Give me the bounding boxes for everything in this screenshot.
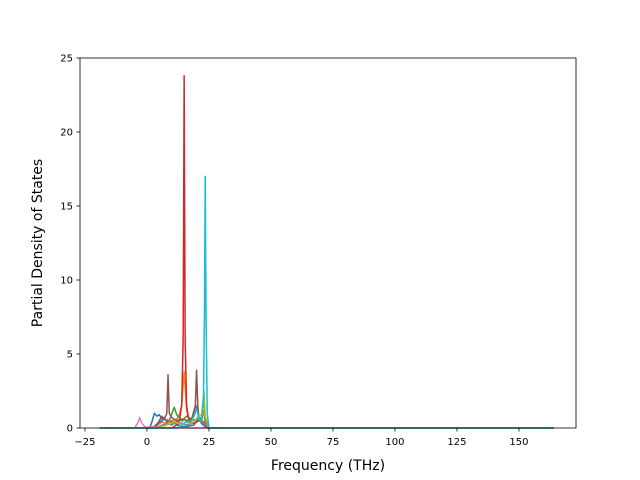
x-tick-label: 100 [385, 437, 404, 448]
plot-frame [79, 57, 577, 429]
y-tick-label: 15 [60, 202, 73, 213]
x-tick-label: −25 [74, 437, 95, 448]
y-tick-label: 10 [60, 276, 73, 287]
y-tick-label: 25 [60, 54, 73, 65]
series-layer [99, 75, 554, 429]
y-tick-label: 0 [67, 424, 73, 435]
y-axis-ticks: 0 5 10 15 20 25 [60, 54, 80, 435]
series-line-9 [99, 390, 554, 429]
x-axis-label: Frequency (THz) [271, 458, 385, 474]
x-tick-label: 75 [327, 437, 340, 448]
x-tick-label: 150 [509, 437, 528, 448]
x-tick-label: 50 [265, 437, 278, 448]
x-tick-label: 0 [144, 437, 150, 448]
y-tick-label: 5 [67, 350, 73, 361]
series-line-10 [99, 175, 554, 429]
x-axis-ticks: −25 0 25 50 75 100 125 150 [74, 428, 529, 448]
y-tick-label: 20 [60, 128, 73, 139]
plot-area [80, 58, 576, 428]
y-axis-label: Partial Density of States [30, 159, 46, 327]
x-tick-label: 25 [203, 437, 216, 448]
x-tick-label: 125 [447, 437, 466, 448]
